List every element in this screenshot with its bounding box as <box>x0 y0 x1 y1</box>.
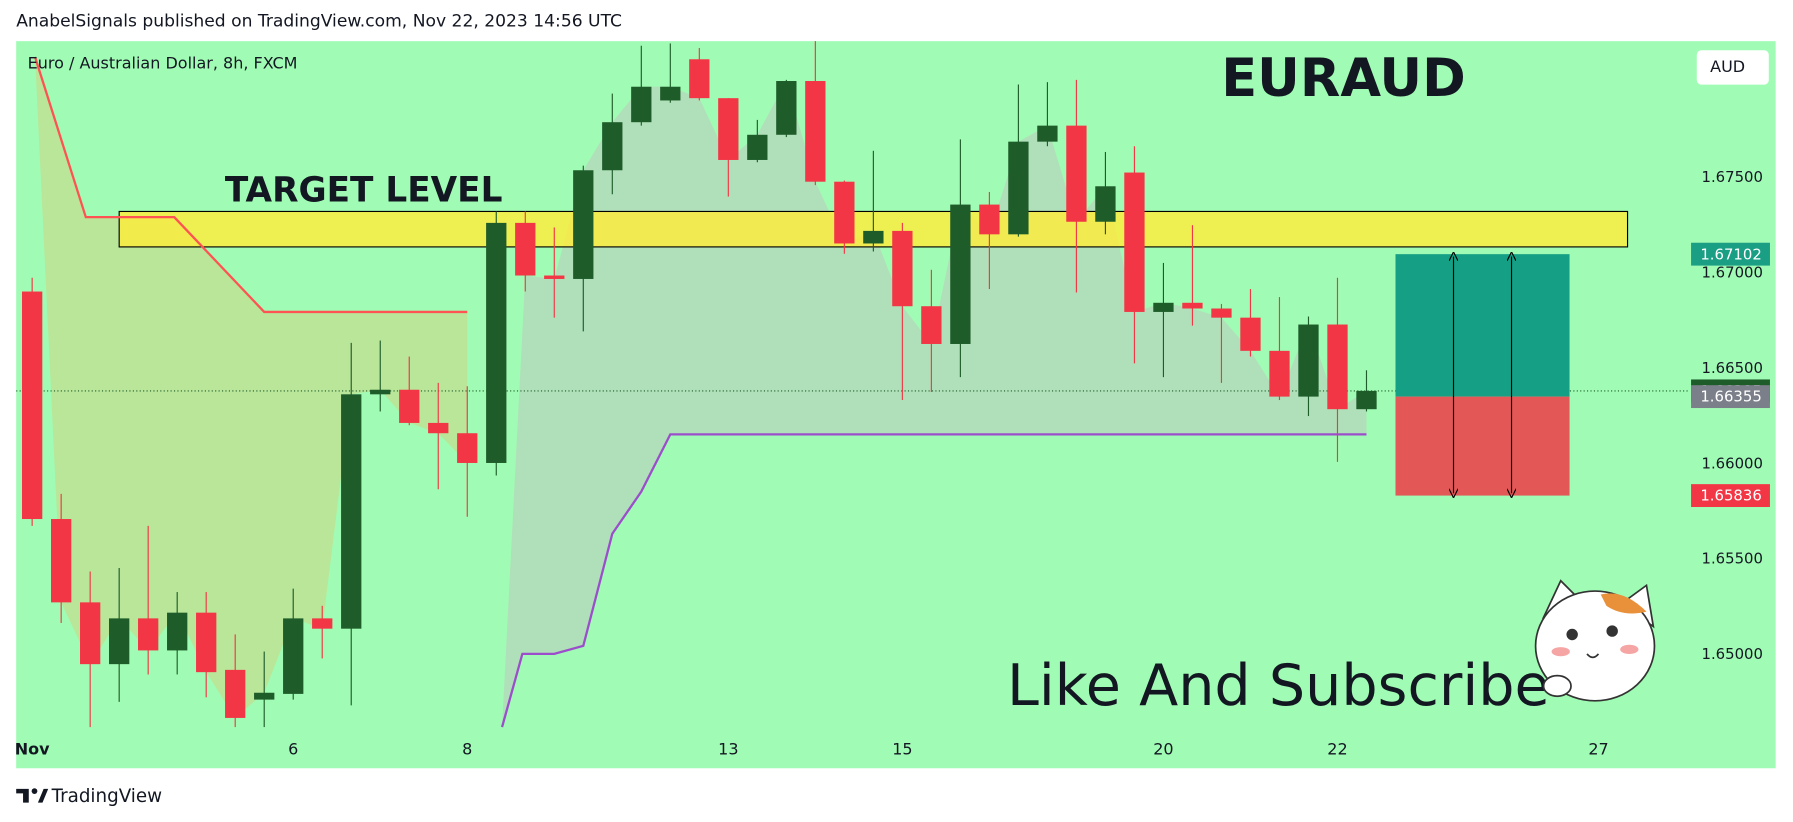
x-tick-label: 27 <box>1588 739 1608 758</box>
chart-title: EURAUD <box>1221 48 1466 109</box>
candle-body <box>1182 302 1203 309</box>
candle-body <box>138 618 159 651</box>
candle-body <box>341 394 362 629</box>
target-label: TARGET LEVEL <box>225 171 503 211</box>
candle-body <box>370 389 391 395</box>
candle-body <box>1211 308 1232 318</box>
price-tag-label: 1.66355 <box>1700 388 1761 406</box>
candle-body <box>399 389 420 423</box>
candle-body <box>312 618 333 629</box>
candle-body <box>1240 317 1261 351</box>
candle-body <box>80 602 101 665</box>
candle-body <box>515 222 536 276</box>
price-tag <box>1691 242 1770 266</box>
indicator-line <box>33 56 468 314</box>
position-target <box>1395 254 1570 397</box>
candle-body <box>573 170 594 279</box>
candle-body <box>21 291 43 520</box>
x-tick-label: 15 <box>892 739 912 758</box>
caption: Like And Subscribe <box>1007 653 1550 719</box>
candle-body <box>283 618 304 694</box>
position-stop <box>1395 396 1570 496</box>
candle-body <box>1327 324 1348 410</box>
candle-body <box>863 230 884 244</box>
candle-body <box>196 612 217 673</box>
candle-body <box>1269 350 1290 397</box>
candle-body <box>834 181 855 244</box>
y-tick-label: 1.65000 <box>1701 645 1762 663</box>
candle-body <box>776 81 797 135</box>
candle-body <box>1037 125 1058 142</box>
x-tick-label: 6 <box>288 739 298 758</box>
candle-body <box>689 59 710 99</box>
header: AnabelSignals published on TradingView.c… <box>16 12 622 32</box>
x-tick-label: 8 <box>462 739 472 758</box>
candle-body <box>660 86 681 101</box>
candle-body <box>544 275 565 279</box>
candle-body <box>1008 141 1029 235</box>
candle-body <box>950 204 971 344</box>
candle-body <box>1153 302 1174 312</box>
y-tick-label: 1.67000 <box>1701 264 1762 282</box>
candle-body <box>486 222 507 463</box>
indicator-line <box>500 433 1367 728</box>
candle-body <box>1298 324 1319 397</box>
candle-body <box>921 306 942 344</box>
x-tick-label: Nov <box>15 739 50 758</box>
candle-body <box>225 669 246 718</box>
candle-body <box>51 519 72 603</box>
y-tick-label: 1.67500 <box>1701 168 1762 186</box>
candle-body <box>428 422 449 434</box>
candle-body <box>1066 125 1087 222</box>
currency-label: AUD <box>1710 57 1745 76</box>
price-tag <box>1691 385 1770 409</box>
candle-body <box>109 618 130 665</box>
currency-button[interactable] <box>1696 50 1769 85</box>
y-tick-label: 1.66500 <box>1701 359 1762 377</box>
candle-body <box>1356 390 1377 410</box>
y-tick-label: 1.65500 <box>1701 550 1762 568</box>
candle-body <box>805 81 826 182</box>
candle-body <box>979 204 1000 235</box>
price-tag-label: 1.67102 <box>1700 245 1761 263</box>
x-tick-label: 13 <box>718 739 738 758</box>
candle-body <box>602 122 623 171</box>
candle-body <box>457 433 478 463</box>
price-tag-label: 1.65836 <box>1700 487 1761 505</box>
price-tag <box>1691 484 1770 508</box>
candle-body <box>1095 186 1116 222</box>
candle-body <box>1124 172 1145 312</box>
cat-sticker <box>1534 579 1656 702</box>
candle-body <box>747 134 768 160</box>
candle-body <box>892 230 913 307</box>
x-tick-label: 20 <box>1153 739 1173 758</box>
candle-body <box>167 612 188 651</box>
footer-logo <box>16 788 49 803</box>
candle-body <box>631 86 652 123</box>
candle-body <box>254 692 275 700</box>
footer: TradingView <box>51 786 163 807</box>
candle-body <box>718 98 739 160</box>
x-tick-label: 22 <box>1327 739 1347 758</box>
chart-subtitle: Euro / Australian Dollar, 8h, FXCM <box>28 54 298 73</box>
y-tick-label: 1.66000 <box>1701 454 1762 472</box>
